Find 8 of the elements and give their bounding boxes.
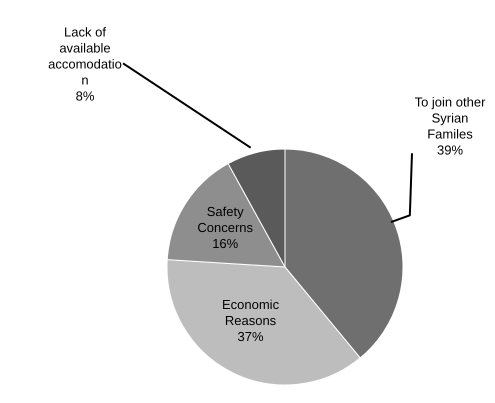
- slice-label: Safety Concerns: [197, 204, 254, 235]
- data-label: 37%: [238, 328, 264, 344]
- data-label: 8%: [76, 88, 95, 103]
- slice-label: To join other Syrian Familes: [414, 94, 486, 141]
- data-label: 16%: [212, 236, 239, 251]
- data-label: 39%: [436, 142, 464, 157]
- slice-label: Lack of available accomodation: [48, 24, 122, 87]
- slice-label: Economic Reasons: [222, 296, 280, 328]
